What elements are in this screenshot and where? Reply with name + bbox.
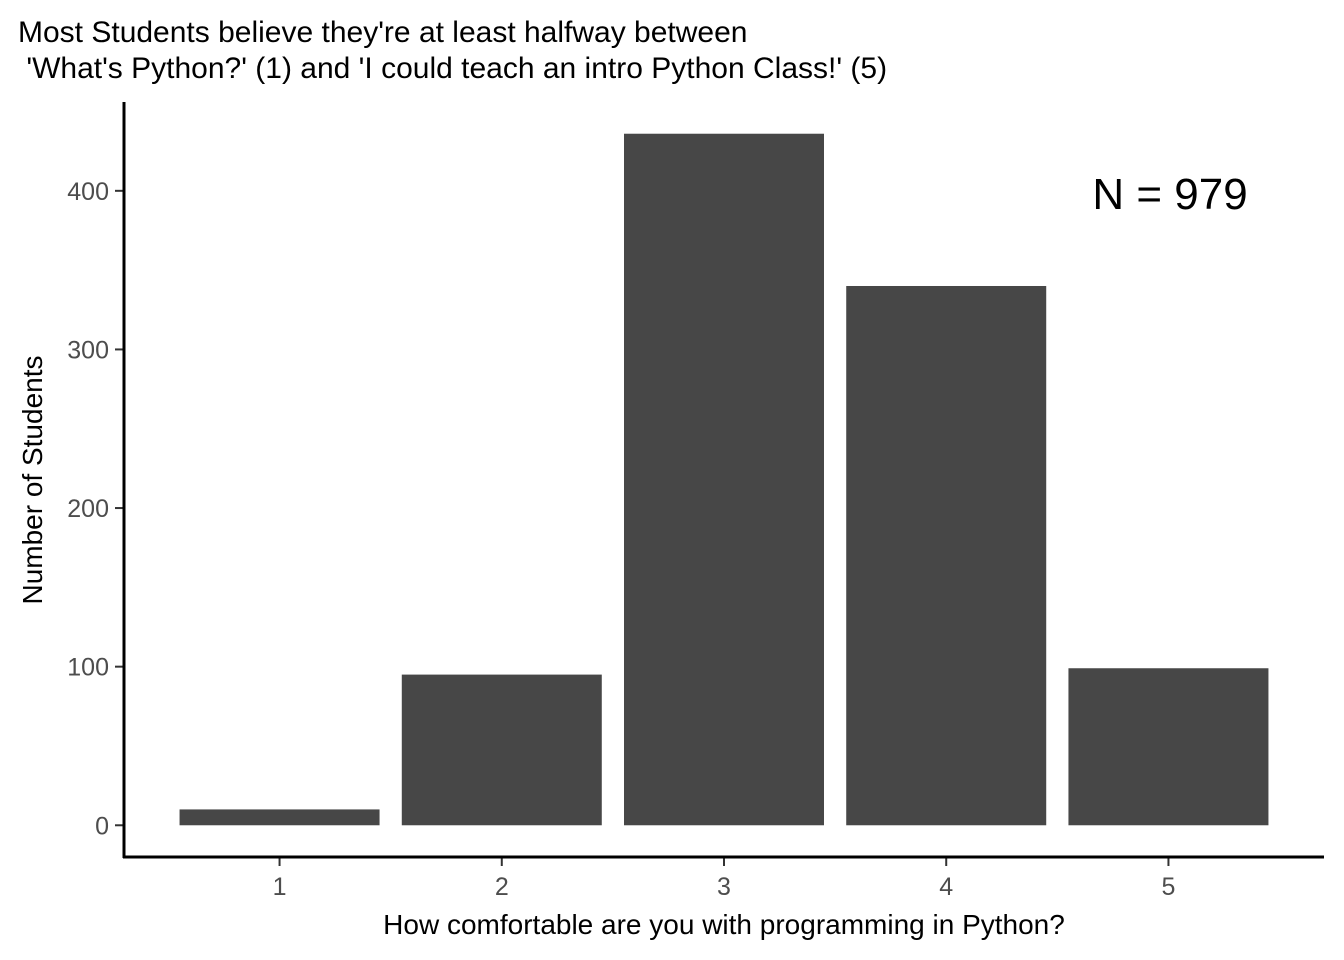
y-tick-label: 400 [67, 178, 109, 206]
x-tick-label: 2 [495, 873, 509, 901]
y-tick-label: 0 [95, 812, 109, 840]
bar [624, 133, 824, 826]
x-axis-ticks: 1 2 3 4 5 [273, 857, 1175, 901]
bar [401, 674, 602, 826]
bar [846, 285, 1047, 826]
sample-size-annotation: N = 979 [1092, 170, 1247, 219]
bar [1068, 668, 1269, 826]
chart-title-line-1: Most Students believe they're at least h… [18, 16, 747, 49]
bar [179, 809, 380, 826]
x-axis-title: How comfortable are you with programming… [383, 909, 1065, 940]
x-tick-label: 1 [273, 873, 287, 901]
y-axis-ticks: 0 100 200 300 400 [67, 178, 124, 840]
y-axis-title: Number of Students [17, 355, 48, 604]
x-tick-label: 4 [939, 873, 953, 901]
x-tick-label: 3 [717, 873, 731, 901]
bars-group [179, 133, 1269, 826]
y-tick-label: 200 [67, 495, 109, 523]
chart-title-line-2: 'What's Python?' (1) and 'I could teach … [18, 52, 887, 85]
x-tick-label: 5 [1161, 873, 1175, 901]
y-tick-label: 300 [67, 336, 109, 364]
y-tick-label: 100 [67, 654, 109, 682]
